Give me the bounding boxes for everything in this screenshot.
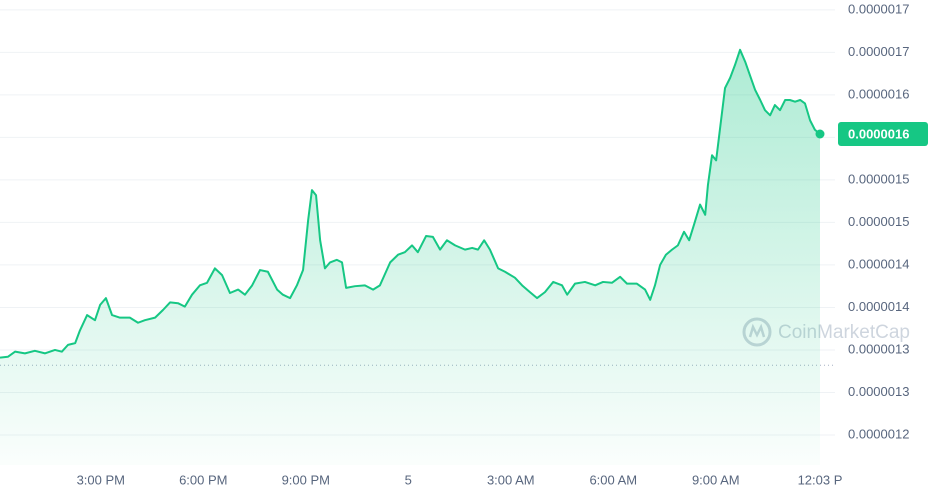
price-tag: [838, 121, 928, 146]
x-tick-label: 6:00 AM: [589, 472, 637, 487]
x-tick-label: 3:00 AM: [487, 472, 535, 487]
y-tick-label: 0.0000012: [848, 426, 909, 441]
y-tick-label: 0.0000014: [848, 256, 909, 271]
y-tick-label: 0.0000017: [848, 44, 909, 59]
x-tick-label: 9:00 AM: [692, 472, 740, 487]
y-tick-label: 0.0000013: [848, 384, 909, 399]
x-tick-label: 6:00 PM: [179, 472, 227, 487]
x-tick-label: 12:03 P: [798, 472, 843, 487]
price-line: [0, 48, 821, 359]
y-tick-label: 0.0000015: [848, 171, 909, 186]
y-tick-label: 0.0000015: [848, 214, 909, 229]
last-point: [815, 129, 825, 139]
x-tick-label: 3:00 PM: [77, 472, 125, 487]
x-tick-label: 5: [405, 472, 412, 487]
y-tick-label: 0.0000013: [848, 341, 909, 356]
x-tick-label: 9:00 PM: [282, 472, 330, 487]
y-tick-label: 0.0000014: [848, 299, 909, 314]
area: [0, 49, 820, 465]
y-tick-label: 0.0000016: [848, 86, 909, 101]
price-tag-label: 0.0000016: [848, 126, 909, 141]
y-tick-label: 0.0000017: [848, 1, 909, 16]
